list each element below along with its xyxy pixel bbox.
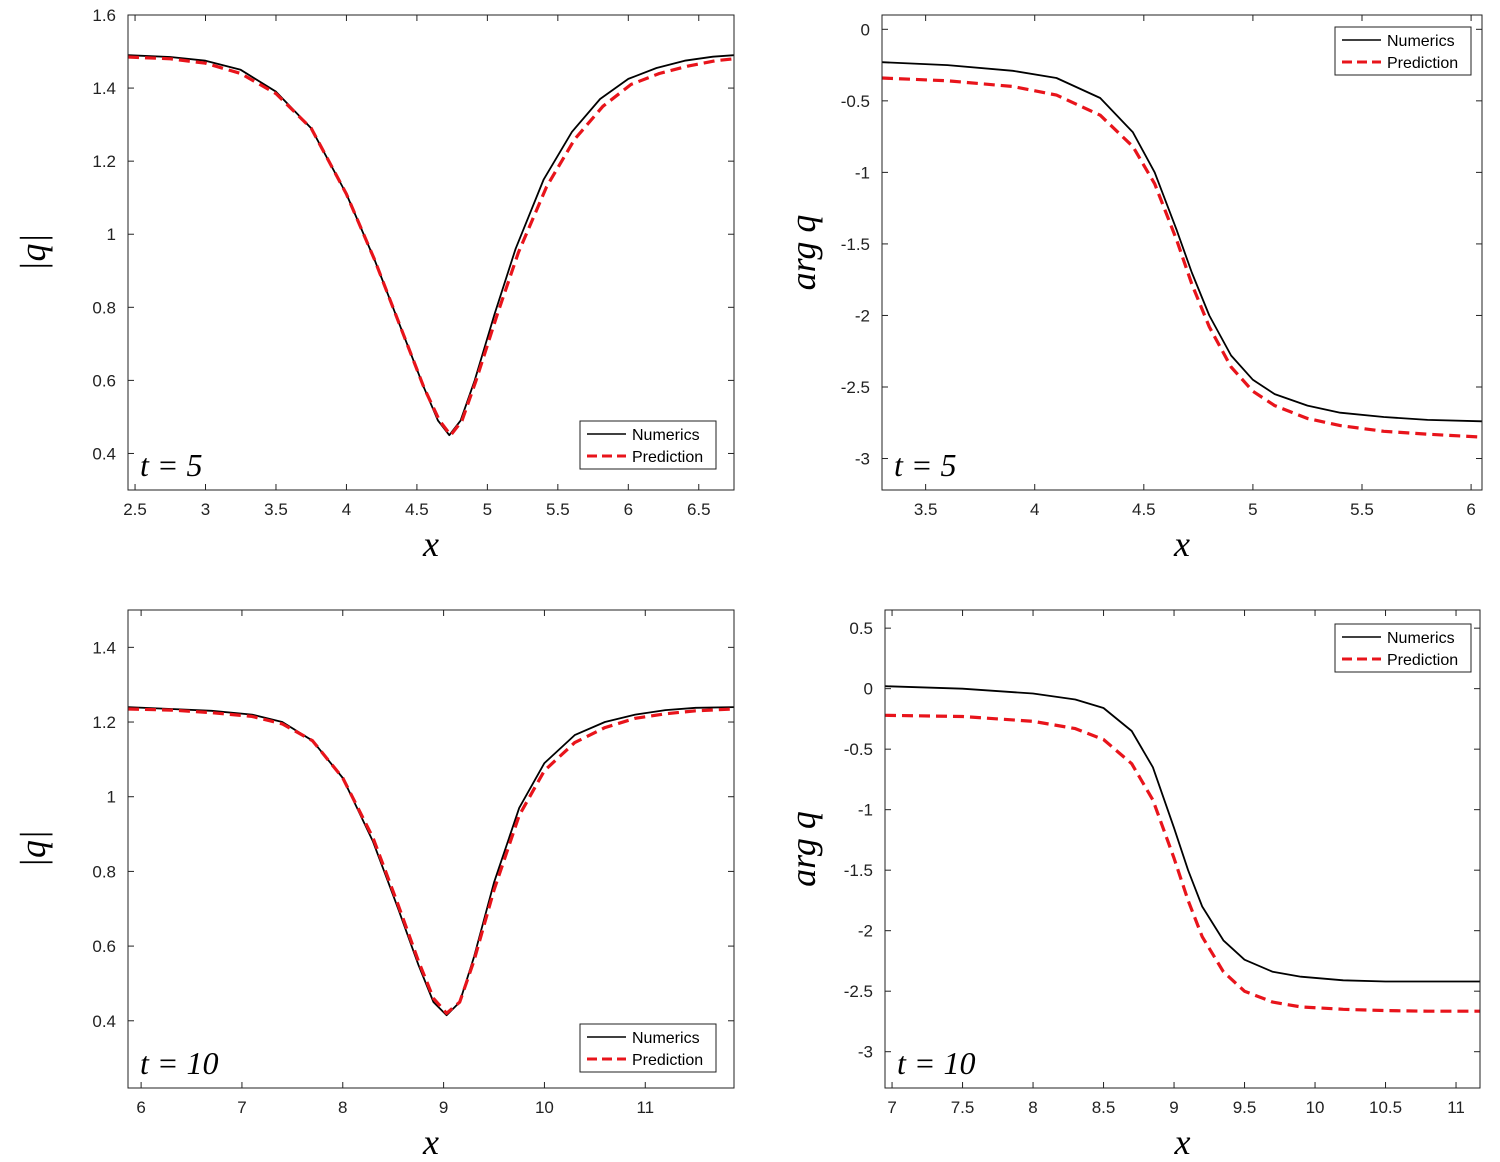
y-tick-label: 0.4 (92, 1012, 116, 1031)
y-tick-label: 0 (861, 20, 870, 39)
axes-box (127, 14, 735, 491)
y-tick-label: -0.5 (844, 740, 873, 759)
x-tick-label: 10 (1306, 1098, 1325, 1117)
y-tick-label: 1.4 (92, 79, 116, 98)
x-tick-label: 3.5 (914, 500, 938, 519)
x-tick-label: 9 (1169, 1098, 1178, 1117)
x-tick-label: 8 (338, 1098, 347, 1117)
x-tick-label: 6 (624, 500, 633, 519)
y-axis-label: arg q (783, 215, 823, 291)
y-tick-label: 0.4 (92, 444, 116, 463)
y-tick-label: -2 (855, 306, 870, 325)
legend: Numerics Prediction (579, 1023, 717, 1073)
x-tick-label: 7 (887, 1098, 896, 1117)
y-tick-label: -1 (855, 163, 870, 182)
y-tick-label: 1.2 (92, 713, 116, 732)
x-tick-label: 4.5 (1132, 500, 1156, 519)
chart-panel-1: 2.5 3 3.5 4 4.5 5 5.5 6 6.5 0.4 0.6 0.8 1 1.2 1.4 1.6 x |… (13, 6, 735, 564)
x-tick-label: 5 (483, 500, 492, 519)
y-tick-label: 1 (107, 788, 116, 807)
time-annotation: t = 10 (897, 1045, 975, 1081)
x-axis-label: x (1173, 524, 1190, 564)
series-line-prediction (128, 55, 734, 437)
y-tick-label: 1.6 (92, 6, 116, 25)
x-tick-label: 7 (237, 1098, 246, 1117)
y-tick-label: -1.5 (841, 235, 870, 254)
y-tick-label: 0.6 (92, 371, 116, 390)
legend-label: Prediction (632, 449, 703, 466)
y-tick-label: -3 (855, 450, 870, 469)
y-tick-label: -2.5 (844, 982, 873, 1001)
legend-label: Prediction (1387, 652, 1458, 669)
legend: Numerics Prediction (1334, 623, 1472, 673)
y-tick-label: 0.5 (849, 619, 873, 638)
y-axis-label: |q| (13, 830, 53, 868)
legend-label: Numerics (632, 427, 700, 444)
x-tick-label: 6 (136, 1098, 145, 1117)
x-tick-label: 3 (201, 500, 210, 519)
series-line-numerics (882, 61, 1482, 423)
x-axis-label: x (1174, 1122, 1191, 1162)
legend-label: Prediction (632, 1052, 703, 1069)
chart-panel-4: 7 7.5 8 8.5 9 9.5 10 10.5 11 0.5 0 -0.5 -1 -1.5 -2 -2.5… (783, 609, 1481, 1162)
y-tick-label: 1.4 (92, 638, 116, 657)
x-tick-label: 10.5 (1369, 1098, 1402, 1117)
axes-box (127, 609, 735, 1089)
x-tick-label: 9.5 (1233, 1098, 1257, 1117)
x-tick-label: 11 (636, 1098, 654, 1117)
legend-label: Numerics (1387, 630, 1455, 647)
x-tick-label: 8 (1028, 1098, 1037, 1117)
x-tick-label: 2.5 (123, 500, 147, 519)
legend-label: Numerics (632, 1030, 700, 1047)
series-line-prediction (128, 707, 734, 1015)
y-tick-label: 0 (864, 680, 873, 699)
y-tick-label: 0.8 (92, 298, 116, 317)
y-tick-label: -0.5 (841, 92, 870, 111)
x-tick-label: 7.5 (951, 1098, 975, 1117)
time-annotation: t = 5 (140, 447, 202, 483)
time-annotation: t = 10 (140, 1045, 218, 1081)
x-axis-label: x (422, 1122, 439, 1162)
series-line-prediction (882, 76, 1482, 439)
x-tick-label: 5.5 (1350, 500, 1374, 519)
x-tick-label: 10 (535, 1098, 554, 1117)
y-tick-label: 1 (107, 225, 116, 244)
x-tick-label: 3.5 (264, 500, 288, 519)
y-tick-label: -2.5 (841, 378, 870, 397)
series-line-numerics (128, 706, 734, 1017)
y-tick-label: 1.2 (92, 152, 116, 171)
series-line-numerics (128, 54, 734, 437)
x-tick-label: 9 (439, 1098, 448, 1117)
x-tick-label: 4 (1030, 500, 1039, 519)
x-tick-label: 4.5 (405, 500, 429, 519)
legend: Numerics Prediction (1334, 26, 1472, 76)
axes-box (881, 14, 1483, 491)
y-tick-label: -1.5 (844, 861, 873, 880)
chart-panel-3: 6 7 8 9 10 11 0.4 0.6 0.8 1 1.2 1.4 x |q| t = 10 Numeri… (13, 609, 735, 1162)
legend-label: Prediction (1387, 55, 1458, 72)
series-line-numerics (885, 685, 1480, 983)
y-axis-label: arg q (783, 811, 823, 887)
y-tick-label: 0.8 (92, 862, 116, 881)
chart-panel-2: 3.5 4 4.5 5 5.5 6 0 -0.5 -1 -1.5 -2 -2.5 -3 x arg q t =… (783, 14, 1483, 564)
x-axis-label: x (422, 524, 439, 564)
x-tick-label: 5 (1248, 500, 1257, 519)
x-tick-label: 6.5 (687, 500, 711, 519)
y-tick-label: -3 (858, 1043, 873, 1062)
x-tick-label: 8.5 (1092, 1098, 1116, 1117)
y-axis-label: |q| (13, 234, 53, 272)
x-tick-label: 4 (342, 500, 351, 519)
x-tick-label: 6 (1466, 500, 1475, 519)
legend-label: Numerics (1387, 33, 1455, 50)
y-tick-label: -1 (858, 801, 873, 820)
legend: Numerics Prediction (579, 420, 717, 470)
x-tick-label: 11 (1447, 1098, 1465, 1117)
axes-box (884, 609, 1481, 1089)
time-annotation: t = 5 (894, 447, 956, 483)
series-line-prediction (885, 713, 1480, 1013)
y-tick-label: 0.6 (92, 937, 116, 956)
y-tick-label: -2 (858, 922, 873, 941)
x-tick-label: 5.5 (546, 500, 570, 519)
